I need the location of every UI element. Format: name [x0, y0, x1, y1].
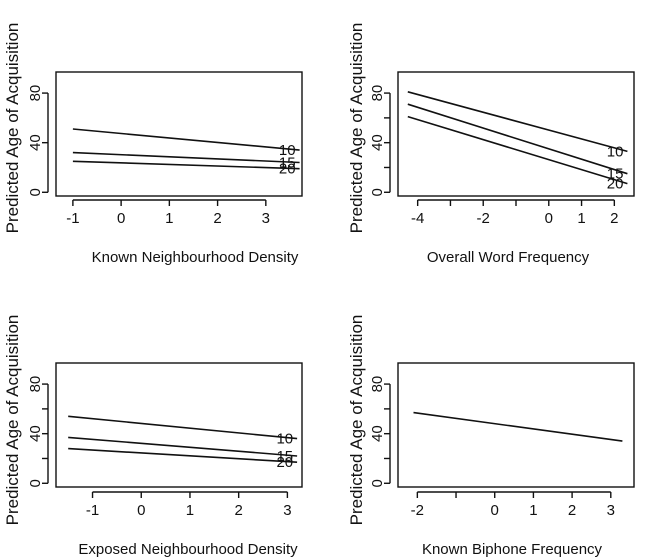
x-tick-label: 2 — [213, 210, 221, 227]
x-tick-label: 2 — [568, 502, 576, 519]
y-tick-label: 40 — [27, 425, 44, 442]
series-line-20 — [72, 160, 300, 170]
series-label: 10 — [279, 142, 296, 159]
x-tick-label: 0 — [137, 502, 145, 519]
panel-known-neighbourhood-density: Predicted Age of Acquisition Known Neigh… — [3, 23, 299, 266]
panel-known-biphone-frequency: Predicted Age of Acquisition Known Bipho… — [347, 315, 603, 558]
x-tick-label: 1 — [577, 210, 585, 227]
x-tick-label: -4 — [411, 210, 424, 227]
series-line-10 — [68, 415, 298, 440]
x-tick-label: 3 — [607, 502, 615, 519]
panel-overall-word-frequency: Predicted Age of Acquisition Overall Wor… — [347, 23, 590, 266]
x-tick-label: 0 — [545, 210, 553, 227]
y-tick-label: 0 — [27, 479, 44, 487]
x-axis-label: Known Biphone Frequency — [422, 541, 603, 558]
x-tick-label: -1 — [86, 502, 99, 519]
y-tick-label: 0 — [369, 188, 386, 196]
series-label: 20 — [276, 454, 293, 471]
x-tick-label: 3 — [283, 502, 291, 519]
x-tick-label: 0 — [491, 502, 499, 519]
x-tick-label: -1 — [66, 210, 79, 227]
x-tick-label: 1 — [165, 210, 173, 227]
series-line-1 — [413, 411, 623, 442]
y-tick-label: 40 — [369, 134, 386, 151]
y-tick-label: 40 — [369, 425, 386, 442]
series-label: 15 — [279, 155, 296, 172]
y-tick-label: 40 — [27, 134, 44, 151]
y-tick-label: 0 — [369, 479, 386, 487]
x-tick-label: 2 — [610, 210, 618, 227]
plot-frame — [397, 71, 635, 197]
x-axis-label: Overall Word Frequency — [427, 249, 590, 266]
y-axis-label: Predicted Age of Acquisition — [3, 315, 22, 526]
y-axis-label: Predicted Age of Acquisition — [347, 23, 366, 234]
series-label: 20 — [279, 161, 296, 178]
series-line-20 — [68, 447, 298, 463]
y-axis-label: Predicted Age of Acquisition — [3, 23, 22, 234]
y-tick-label: 0 — [27, 188, 44, 196]
y-tick-label: 80 — [27, 376, 44, 393]
series-label: 20 — [607, 176, 624, 193]
plot-area-4: -2 0 1 2 3 0 40 80 — [369, 362, 635, 519]
y-tick-label: 80 — [27, 85, 44, 102]
plot-frame — [55, 362, 303, 488]
series-line-20 — [407, 115, 628, 185]
series-line-15 — [72, 151, 300, 164]
x-axis-label: Exposed Neighbourhood Density — [78, 541, 298, 558]
x-tick-label: 2 — [235, 502, 243, 519]
y-axis-label: Predicted Age of Acquisition — [347, 315, 366, 526]
series-line-15 — [407, 103, 628, 175]
x-tick-label: 1 — [529, 502, 537, 519]
y-tick-label: 80 — [369, 376, 386, 393]
x-tick-label: -2 — [477, 210, 490, 227]
x-tick-label: 0 — [117, 210, 125, 227]
x-axis-label: Known Neighbourhood Density — [92, 249, 299, 266]
x-tick-label: -2 — [411, 502, 424, 519]
series-label: 10 — [607, 143, 624, 160]
plot-frame — [55, 71, 303, 197]
x-tick-label: 3 — [262, 210, 270, 227]
series-line-10 — [407, 91, 628, 153]
panel-exposed-neighbourhood-density: Predicted Age of Acquisition Exposed Nei… — [3, 315, 298, 558]
series-line-10 — [72, 128, 300, 151]
plot-frame — [397, 362, 635, 488]
y-tick-label: 80 — [369, 85, 386, 102]
x-tick-label: 1 — [186, 502, 194, 519]
series-line-15 — [68, 436, 298, 457]
series-label: 10 — [276, 431, 293, 448]
